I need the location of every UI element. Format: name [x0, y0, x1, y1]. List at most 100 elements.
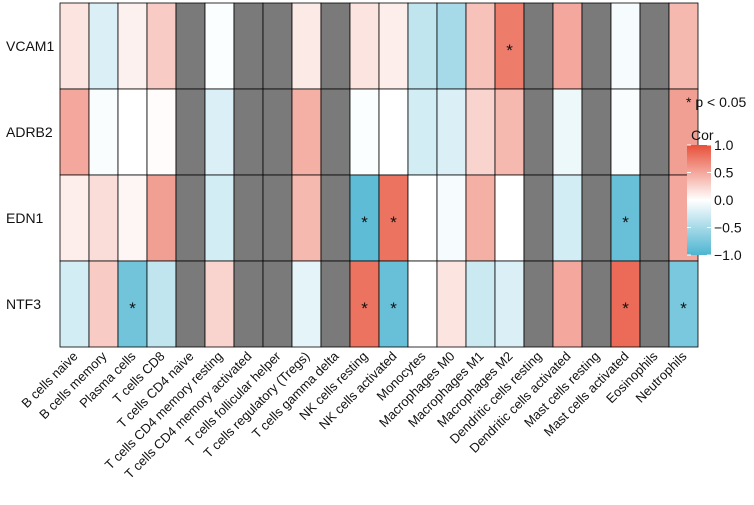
heatmap-cell: [610, 88, 641, 176]
significance-note: * p < 0.05: [686, 94, 747, 110]
heatmap-cell: [320, 88, 351, 176]
heatmap-cell: [465, 174, 496, 262]
row-label: NTF3: [6, 296, 41, 312]
heatmap-cell: [552, 88, 583, 176]
legend: * p < 0.05 Cor 1.0 0.5 0.0 −0.5 −1.0: [686, 94, 747, 263]
heatmap-cell: [88, 2, 119, 90]
heatmap-cell: [523, 174, 554, 262]
heatmap-cell: [639, 260, 670, 348]
heatmap-cell: [175, 88, 206, 176]
heatmap-cell: [146, 260, 177, 348]
heatmap-cell: [349, 88, 380, 176]
heatmap-cell: [436, 2, 467, 90]
heatmap-cell: [117, 88, 148, 176]
heatmap-cell: [204, 88, 235, 176]
heatmap-cell: [378, 88, 409, 176]
row-label: ADRB2: [6, 124, 53, 140]
heatmap-cell: [262, 174, 293, 262]
heatmap-cell: [436, 260, 467, 348]
heatmap-cell: [88, 260, 119, 348]
row-labels: VCAM1 ADRB2 EDN1 NTF3: [6, 38, 54, 312]
heatmap-cell: [668, 260, 699, 348]
significance-star: *: [622, 213, 629, 232]
heatmap-cell: [639, 88, 670, 176]
significance-star: *: [129, 299, 136, 318]
legend-tick-label: 0.5: [714, 165, 734, 181]
heatmap-cell: [349, 260, 380, 348]
heatmap-cell: [262, 260, 293, 348]
row-label: EDN1: [6, 210, 44, 226]
heatmap-cell: [233, 260, 264, 348]
significance-star: *: [680, 299, 687, 318]
heatmap-cell: [436, 174, 467, 262]
heatmap-cell: [88, 174, 119, 262]
heatmap-cell: [59, 260, 90, 348]
heatmap-cell: [262, 88, 293, 176]
significance-marks: * * * * * * * * *: [129, 41, 687, 318]
heatmap-cell: [117, 174, 148, 262]
heatmap-cell: [291, 2, 322, 90]
heatmap-cell: [668, 2, 699, 90]
heatmap-cell: [349, 174, 380, 262]
heatmap-cell: [59, 174, 90, 262]
heatmap-cell: [146, 2, 177, 90]
heatmap-cell: [117, 2, 148, 90]
heatmap-cell: [233, 174, 264, 262]
heatmap-cell: [204, 260, 235, 348]
significance-star: *: [361, 299, 368, 318]
heatmap-cell: [233, 2, 264, 90]
heatmap-cell: [523, 88, 554, 176]
heatmap-cell: [581, 2, 612, 90]
heatmap-cell: [581, 174, 612, 262]
heatmap-cell: [494, 2, 525, 90]
heatmap-cell: [523, 260, 554, 348]
legend-tick-label: −0.5: [714, 220, 742, 236]
heatmap-cell: [320, 260, 351, 348]
heatmap-cell: [291, 260, 322, 348]
heatmap-cell: [494, 260, 525, 348]
significance-star: *: [361, 213, 368, 232]
heatmap-cell: [320, 2, 351, 90]
heatmap-cell: [233, 88, 264, 176]
significance-star: *: [390, 213, 397, 232]
heatmap-cell: [465, 88, 496, 176]
legend-tick-label: 0.0: [714, 192, 734, 208]
heatmap-cell: [436, 88, 467, 176]
significance-star: *: [622, 299, 629, 318]
heatmap-cells: [59, 2, 699, 348]
heatmap-cell: [523, 2, 554, 90]
heatmap-cell: [581, 260, 612, 348]
heatmap-cell: [175, 2, 206, 90]
significance-star: *: [506, 41, 513, 60]
legend-title: Cor: [691, 127, 714, 143]
heatmap-cell: [59, 2, 90, 90]
heatmap-cell: [320, 174, 351, 262]
heatmap-cell: [407, 2, 438, 90]
heatmap-cell: [552, 260, 583, 348]
heatmap-cell: [407, 174, 438, 262]
heatmap-cell: [175, 260, 206, 348]
heatmap-cell: [639, 174, 670, 262]
heatmap-cell: [378, 260, 409, 348]
heatmap-cell: [146, 174, 177, 262]
heatmap-cell: [204, 174, 235, 262]
heatmap-cell: [88, 88, 119, 176]
heatmap-cell: [639, 2, 670, 90]
heatmap-cell: [610, 2, 641, 90]
heatmap-cell: [378, 2, 409, 90]
heatmap-cell: [465, 2, 496, 90]
heatmap-cell: [494, 88, 525, 176]
heatmap-cell: [610, 260, 641, 348]
heatmap-cell: [146, 88, 177, 176]
heatmap-cell: [581, 88, 612, 176]
heatmap-cell: [262, 2, 293, 90]
legend-tick-label: −1.0: [714, 247, 742, 263]
row-label: VCAM1: [6, 38, 54, 54]
heatmap-cell: [494, 174, 525, 262]
heatmap-cell: [291, 88, 322, 176]
heatmap-cell: [552, 174, 583, 262]
heatmap-cell: [117, 260, 148, 348]
heatmap-cell: [407, 260, 438, 348]
